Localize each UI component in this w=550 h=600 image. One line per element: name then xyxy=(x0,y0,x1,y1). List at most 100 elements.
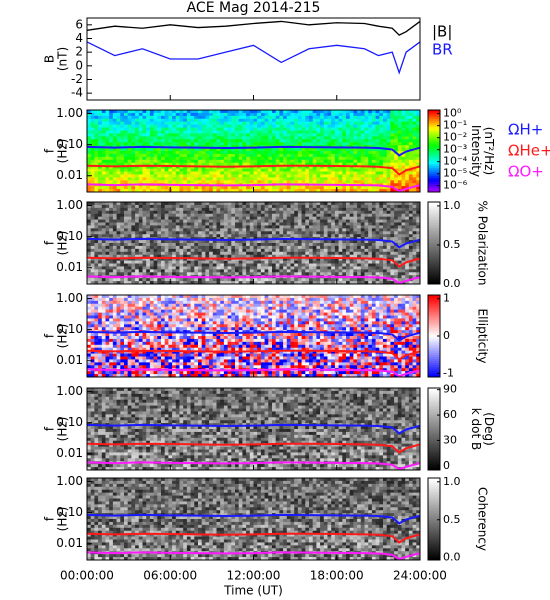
spectrogram-cell xyxy=(153,251,158,256)
spectrogram-cell xyxy=(316,186,321,190)
spectrogram-cell xyxy=(135,171,140,175)
spectrogram-cell xyxy=(212,145,217,149)
spectrogram-cell xyxy=(297,254,303,259)
spectrogram-cell xyxy=(272,269,277,273)
spectrogram-cell xyxy=(172,266,177,270)
spectrogram-cell xyxy=(383,237,388,241)
spectrogram-cell xyxy=(375,151,380,155)
spectrogram-cell xyxy=(375,269,380,273)
spectrogram-cell xyxy=(327,219,332,223)
spectrogram-cell xyxy=(253,245,258,250)
spectrogram-cell xyxy=(201,130,206,134)
spectrogram-cell xyxy=(257,254,262,259)
spectrogram-cell xyxy=(238,121,243,126)
spectrogram-cell xyxy=(101,207,106,212)
spectrogram-cell xyxy=(172,202,177,206)
spectrogram-cell xyxy=(94,189,99,193)
spectrogram-cell xyxy=(175,269,180,273)
spectrogram-cell xyxy=(101,263,106,267)
series-line xyxy=(86,20,421,36)
spectrogram-cell xyxy=(179,121,184,126)
spectrogram-cell xyxy=(231,186,236,190)
spectrogram-cell xyxy=(264,159,269,164)
spectrogram-cell xyxy=(87,240,92,244)
spectrogram-cell xyxy=(116,260,121,264)
spectrogram-cell xyxy=(272,142,277,146)
spectrogram-cell xyxy=(360,234,365,238)
spectrogram-cell xyxy=(416,171,421,175)
spectrogram-cell xyxy=(272,222,277,226)
spectrogram-cell xyxy=(294,222,299,226)
spectrogram-cell xyxy=(371,216,377,221)
spectrogram-cell xyxy=(120,231,125,235)
spectrogram-cell xyxy=(416,121,421,126)
spectrogram-cell xyxy=(268,254,273,259)
spectrogram-cell xyxy=(246,219,251,223)
spectrogram-cell xyxy=(201,281,206,285)
spectrogram-cell xyxy=(334,121,340,126)
spectrogram-cell xyxy=(186,272,192,276)
spectrogram-cell xyxy=(257,243,262,247)
spectrogram-cell xyxy=(235,225,240,229)
spectrogram-cell xyxy=(142,142,147,146)
spectrogram-cell xyxy=(297,133,303,137)
spectrogram-cell xyxy=(297,263,303,267)
spectrogram-cell xyxy=(357,240,362,244)
spectrogram-cell xyxy=(349,186,354,190)
spectrogram-cell xyxy=(401,162,406,167)
spectrogram-cell xyxy=(257,281,262,285)
spectrogram-cell xyxy=(301,204,306,209)
spectrogram-cell xyxy=(149,177,155,181)
spectrogram-cell xyxy=(253,281,258,285)
spectrogram-cell xyxy=(231,130,236,134)
spectrogram-cell xyxy=(357,139,362,143)
spectrogram-cell xyxy=(168,251,173,256)
spectrogram-cell xyxy=(401,180,406,184)
spectrogram-cell xyxy=(112,121,118,126)
spectrogram-cell xyxy=(279,225,284,229)
spectrogram-cell xyxy=(101,133,106,137)
spectrogram-cell xyxy=(301,189,306,193)
spectrogram-cell xyxy=(138,177,143,181)
spectrogram-cell xyxy=(116,177,121,181)
spectrogram-cell xyxy=(383,216,388,221)
spectrogram-cell xyxy=(401,148,406,152)
spectrogram-cell xyxy=(157,269,162,273)
spectrogram-cell xyxy=(94,180,99,184)
spectrogram-cell xyxy=(297,207,303,212)
spectrogram-cell xyxy=(109,165,114,170)
spectrogram-cell xyxy=(379,153,384,158)
spectrogram-cell xyxy=(235,118,240,123)
spectrogram-cell xyxy=(212,278,217,282)
spectrogram-cell xyxy=(309,219,314,223)
spectrogram-cell xyxy=(249,207,254,212)
spectrogram-cell xyxy=(346,162,351,167)
spectrogram-cell xyxy=(309,148,314,152)
spectrogram-cell xyxy=(268,174,273,178)
spectrogram-cell xyxy=(227,148,232,152)
spectrogram-cell xyxy=(342,127,347,131)
spectrogram-cell xyxy=(320,159,325,164)
spectrogram-cell xyxy=(105,165,110,170)
spectrogram-cell xyxy=(198,263,203,267)
spectrogram-cell xyxy=(346,202,351,206)
spectrogram-cell xyxy=(338,118,343,123)
spectrogram-cell xyxy=(297,210,303,215)
spectrogram-cell xyxy=(290,127,295,131)
spectrogram-cell xyxy=(375,171,380,175)
spectrogram-cell xyxy=(320,142,325,146)
spectrogram-cell xyxy=(268,180,273,184)
spectrogram-cell xyxy=(183,186,188,190)
spectrogram-cell xyxy=(290,121,295,126)
spectrogram-cell xyxy=(94,112,99,117)
spectrogram-cell xyxy=(360,202,365,206)
spectrogram-cell xyxy=(142,165,147,170)
spectrogram-cell xyxy=(353,207,358,212)
spectrogram-cell xyxy=(175,216,180,221)
spectrogram-cell xyxy=(320,251,325,256)
spectrogram-cell xyxy=(394,133,399,137)
spectrogram-cell xyxy=(135,204,140,209)
spectrogram-cell xyxy=(386,204,391,209)
spectrogram-cell xyxy=(386,269,391,273)
spectrogram-cell xyxy=(331,231,336,235)
